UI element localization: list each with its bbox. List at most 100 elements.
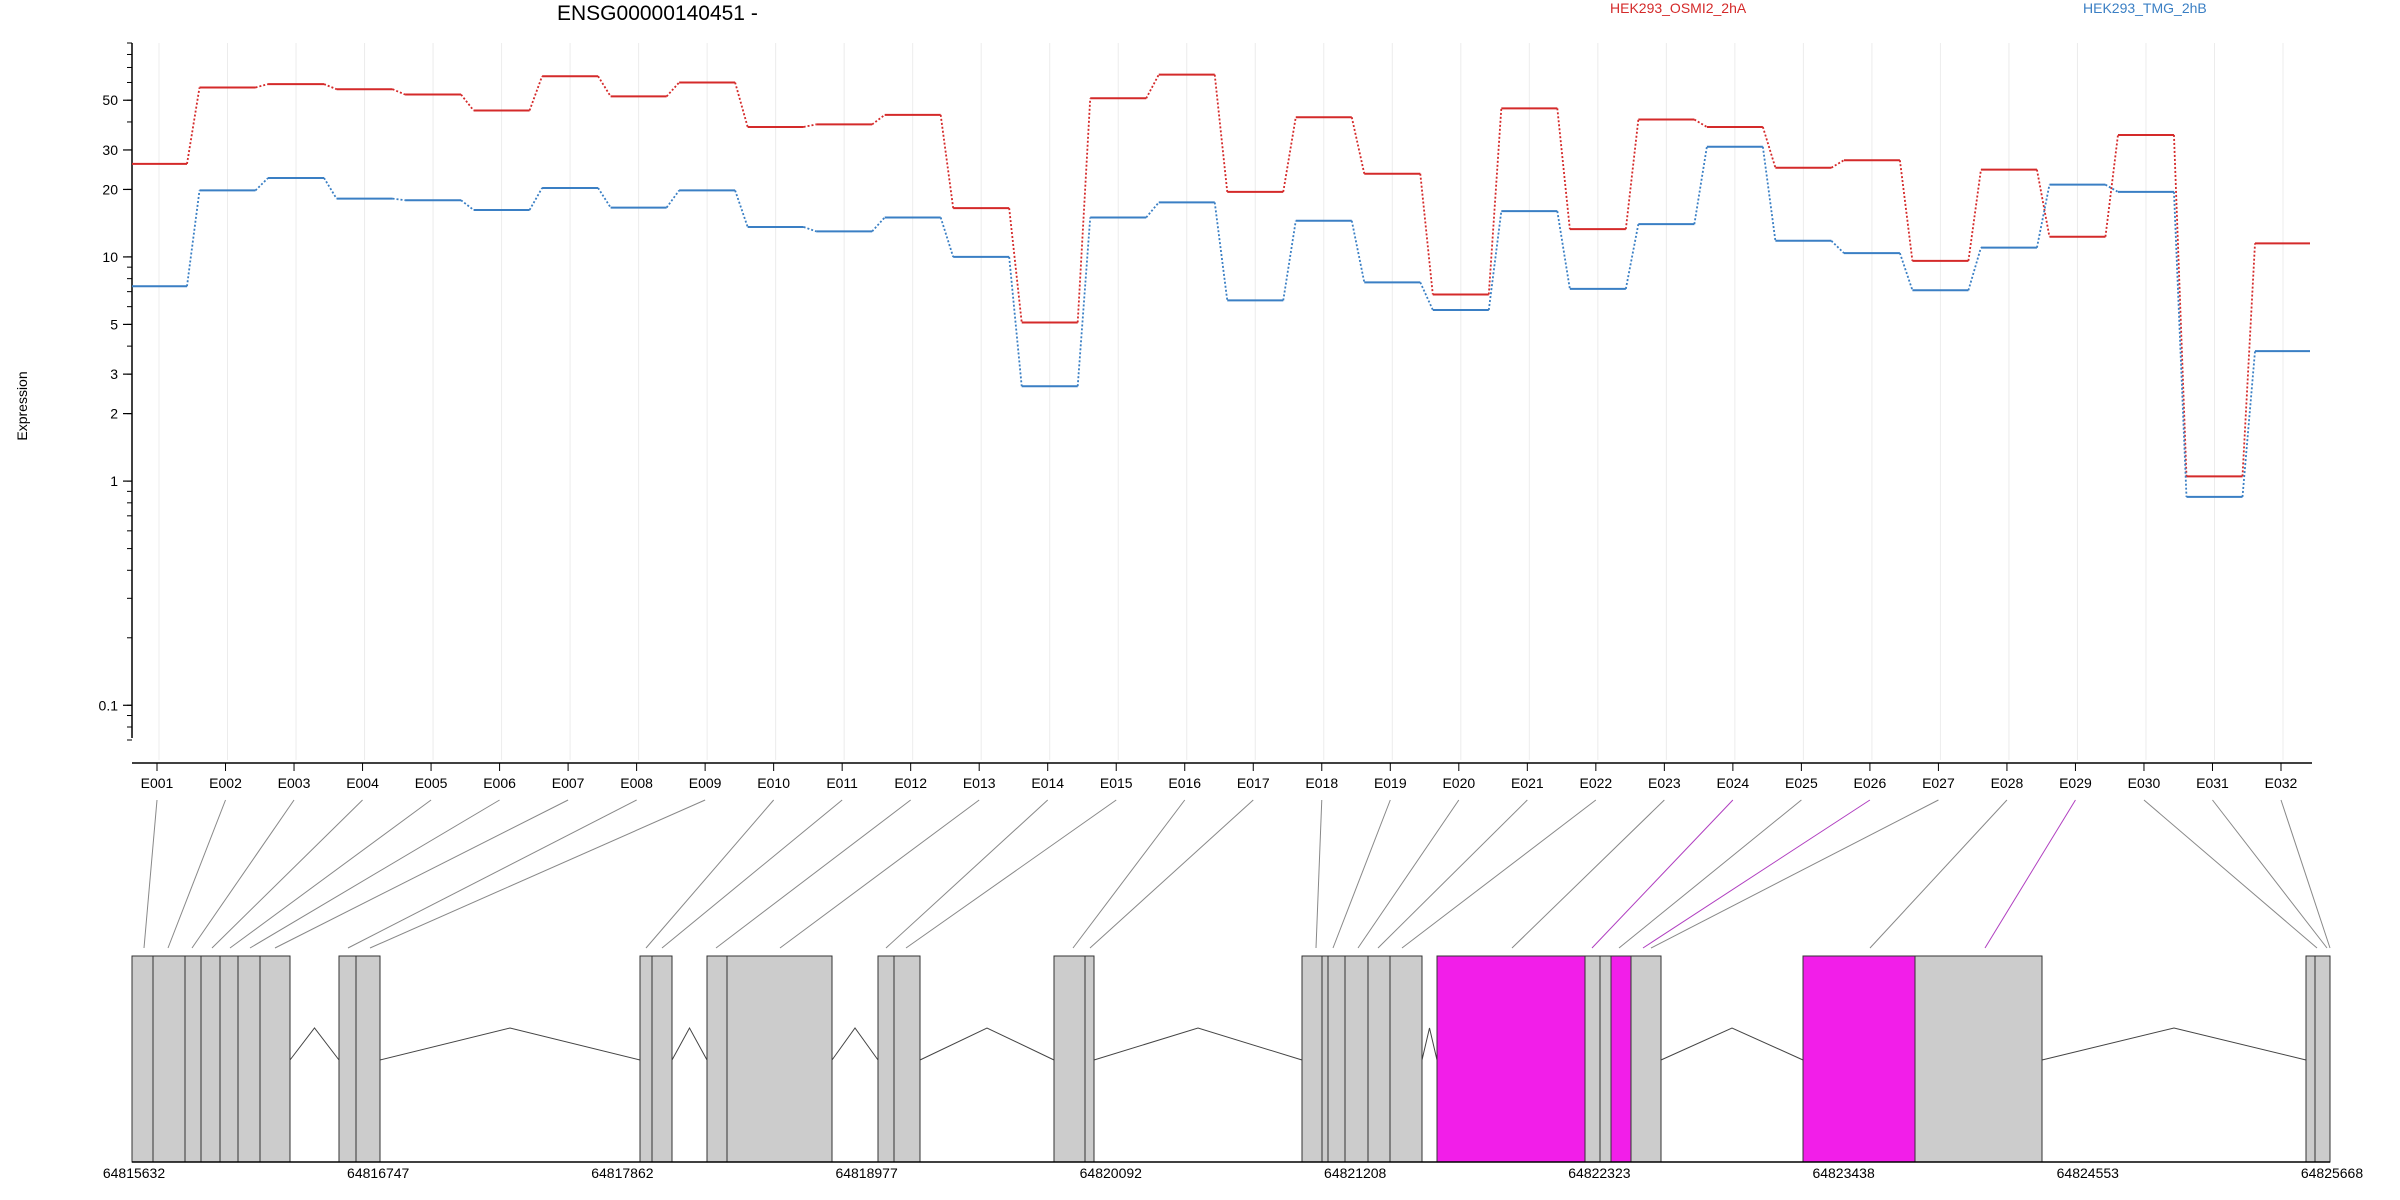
exon-connector-line (1315, 799, 1323, 949)
series-connector (1145, 74, 1160, 99)
exon-connector-line (1869, 799, 2008, 949)
exon-connector-line (369, 799, 706, 949)
exon-connector-line (905, 799, 1117, 949)
x-axis: E001 E002 E003 E004 E005 E006 E007 E008 E009 E010… (132, 762, 2312, 791)
x-tick-label: E005 (415, 775, 448, 791)
exon-connector-line (1089, 799, 1254, 949)
x-tick-label: E025 (1785, 775, 1818, 791)
series-connector (1008, 208, 1023, 323)
series-connector (255, 83, 269, 89)
series-connector (1899, 160, 1914, 262)
x-tick-label: E032 (2265, 775, 2298, 791)
genomic-tick-label: 64821208 (1324, 1165, 1387, 1181)
exon-connector-line (1650, 799, 1939, 949)
series-connector (1008, 256, 1023, 387)
series-connector (1899, 252, 1914, 291)
x-tick-label: E019 (1374, 775, 1407, 791)
exon-block (1584, 955, 1612, 1163)
exon-block (639, 955, 673, 1163)
series-connector (734, 82, 749, 128)
x-tick-label: E011 (826, 775, 858, 791)
exon-connector-line (1642, 799, 1871, 949)
x-tick-label: E016 (1168, 775, 1201, 791)
y-tick-label: 0.1 (99, 697, 119, 713)
exon-block (877, 955, 921, 1163)
exon-connector-line (249, 799, 500, 949)
series-connector (1624, 119, 1640, 230)
series-connector (1282, 220, 1297, 301)
exon-connector-line (167, 799, 226, 949)
x-tick-label: E031 (2196, 775, 2229, 791)
series-connector (460, 93, 475, 112)
genomic-tick-label: 64823438 (1812, 1165, 1875, 1181)
exon-connector-line (1984, 799, 2076, 949)
y-tick-label: 50 (102, 92, 118, 108)
genomic-tick-label: 64815632 (103, 1165, 166, 1181)
x-tick-label: E029 (2059, 775, 2092, 791)
exon-connector-line (1357, 799, 1460, 949)
series-connector (1624, 223, 1640, 290)
exon-connector-line (2212, 799, 2328, 949)
series-connector (2105, 183, 2119, 193)
exon-connector-line (779, 799, 980, 949)
exon-block (1914, 955, 2043, 1163)
intron-line (671, 1026, 708, 1061)
exon-connector-line (2280, 799, 2331, 949)
exon-block (706, 955, 833, 1163)
x-tick-label: E015 (1100, 775, 1133, 791)
genomic-axis: 64815632 64816747 64817862 64818977 64820092… (103, 1161, 2364, 1181)
series-connector (2173, 134, 2188, 477)
exon-connector-line (645, 799, 775, 949)
x-tick-label: E022 (1579, 775, 1612, 791)
series-connector (1967, 247, 1982, 291)
series-connector (1350, 117, 1366, 174)
exon-block (1053, 955, 1095, 1163)
chart-title: ENSG00000140451 - (557, 2, 758, 25)
series-connector (1556, 108, 1571, 230)
intron-line (919, 1027, 1055, 1061)
series-connector (323, 177, 338, 200)
series-connector (1419, 281, 1434, 311)
exon-connector-line (1591, 799, 1734, 949)
exon-connector-line (715, 799, 911, 949)
exon-connector-line (191, 799, 295, 949)
series-1 (132, 145, 2310, 498)
exon-connectors (143, 799, 2331, 949)
series-connector (1967, 169, 1982, 262)
series-connector (1830, 240, 1845, 254)
series-connector (1076, 217, 1092, 387)
series-connector (2036, 169, 2051, 237)
series-connector (528, 75, 543, 111)
series-connector (871, 216, 886, 232)
grid-lines (158, 43, 2284, 760)
gene-model (131, 955, 2331, 1163)
x-tick-label: E027 (1922, 775, 1955, 791)
series-connector (186, 190, 201, 287)
y-tick-label: 30 (102, 142, 118, 158)
series-connector (2173, 191, 2188, 497)
x-tick-label: E014 (1031, 775, 1064, 791)
series-connector (803, 123, 817, 128)
x-tick-label: E003 (278, 775, 311, 791)
exon-connector-line (347, 799, 637, 949)
y-tick-label: 2 (110, 406, 118, 422)
y-tick-label: 5 (110, 316, 118, 332)
series-connector (665, 81, 680, 98)
x-tick-label: E007 (552, 775, 585, 791)
exon-connector-line (1377, 799, 1528, 949)
y-tick-label: 1 (110, 473, 118, 489)
intron-line (831, 1027, 879, 1061)
genomic-tick-label: 64818977 (835, 1165, 898, 1181)
exon-connector-line (2143, 799, 2318, 949)
series-connector (460, 199, 475, 211)
exon-block (1610, 955, 1632, 1163)
series-connector (392, 197, 406, 202)
x-tick-label: E023 (1648, 775, 1681, 791)
x-tick-label: E013 (963, 775, 996, 791)
series-connector (1830, 159, 1845, 169)
x-tick-label: E008 (620, 775, 653, 791)
genomic-tick-label: 64825668 (2301, 1165, 2364, 1181)
exon-block (338, 955, 381, 1163)
y-axis: 0.1 1 2 3 5 10 20 30 50 (99, 42, 133, 741)
x-tick-label: E026 (1854, 775, 1887, 791)
